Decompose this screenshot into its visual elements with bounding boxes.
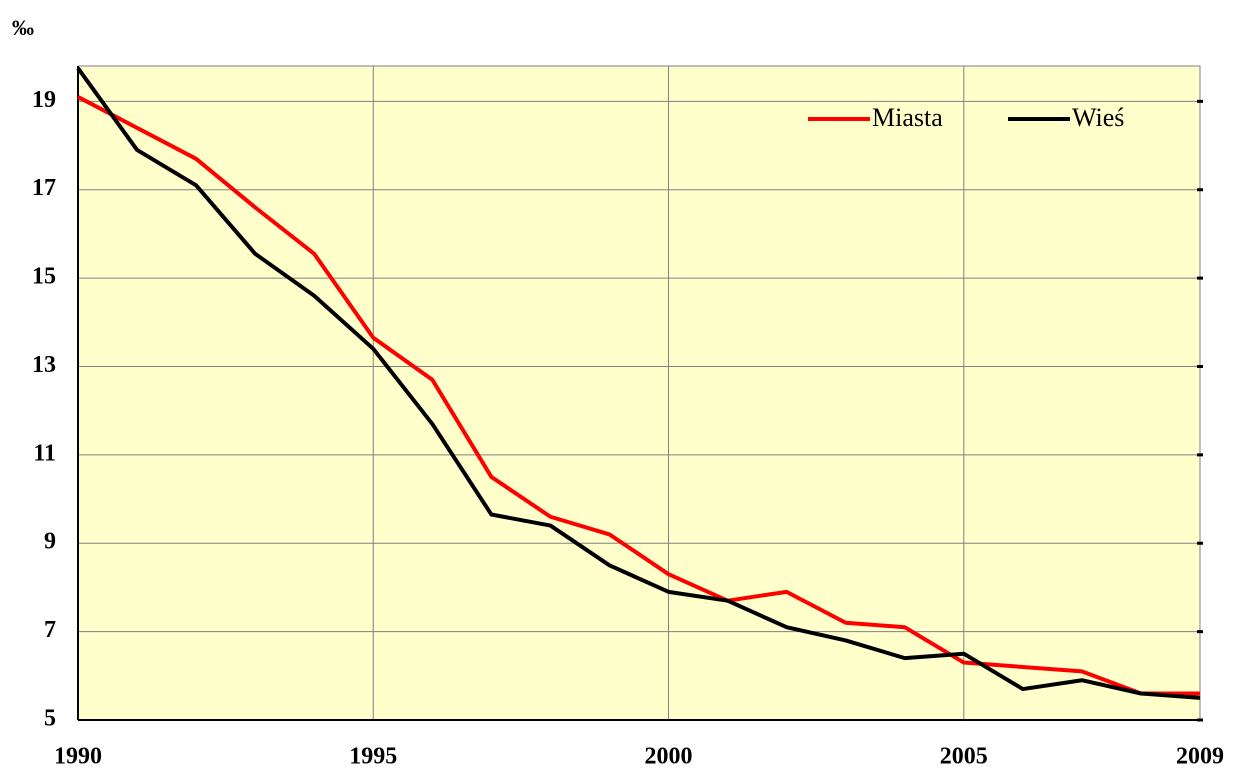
x-tick-label: 1990 <box>54 744 102 770</box>
x-tick-label: 2005 <box>940 744 988 770</box>
y-tick-label: 9 <box>44 529 56 555</box>
x-tick-label: 2009 <box>1176 744 1224 770</box>
y-tick-label: 19 <box>32 87 56 113</box>
legend-label: Wieś <box>1072 103 1124 132</box>
legend-label: Miasta <box>872 103 943 132</box>
y-tick-label: 7 <box>44 617 56 643</box>
y-tick-label: 15 <box>32 264 56 290</box>
series-line <box>77 95 1200 696</box>
y-tick-label: 5 <box>44 706 56 732</box>
series-line <box>76 67 1201 700</box>
y-axis-label: ‰ <box>12 15 34 40</box>
y-tick-label: 17 <box>32 175 56 201</box>
x-tick-label: 1995 <box>349 744 397 770</box>
y-tick-label: 11 <box>33 440 56 466</box>
plot-area <box>77 65 1201 721</box>
y-tick-label: 13 <box>32 352 56 378</box>
x-tick-label: 2000 <box>645 744 693 770</box>
